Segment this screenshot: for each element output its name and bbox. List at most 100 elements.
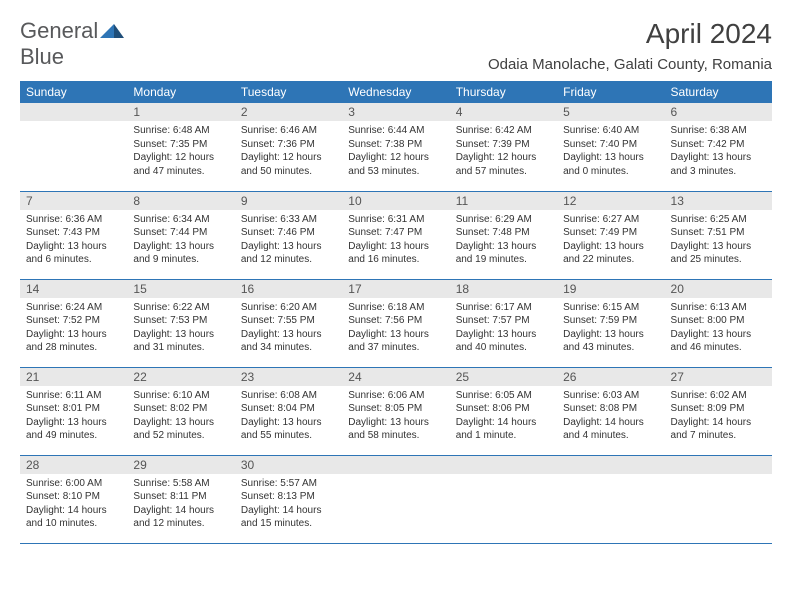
day-details: Sunrise: 6:25 AMSunset: 7:51 PMDaylight:… — [665, 210, 772, 271]
day-number: 25 — [450, 368, 557, 386]
day-details: Sunrise: 6:29 AMSunset: 7:48 PMDaylight:… — [450, 210, 557, 271]
day-details: Sunrise: 6:36 AMSunset: 7:43 PMDaylight:… — [20, 210, 127, 271]
day-details: Sunrise: 6:08 AMSunset: 8:04 PMDaylight:… — [235, 386, 342, 447]
calendar-cell: 19Sunrise: 6:15 AMSunset: 7:59 PMDayligh… — [557, 279, 664, 367]
day-details: Sunrise: 6:31 AMSunset: 7:47 PMDaylight:… — [342, 210, 449, 271]
calendar-cell: 1Sunrise: 6:48 AMSunset: 7:35 PMDaylight… — [127, 103, 234, 191]
day-number: 8 — [127, 192, 234, 210]
calendar-cell: 28Sunrise: 6:00 AMSunset: 8:10 PMDayligh… — [20, 455, 127, 543]
calendar-cell: 23Sunrise: 6:08 AMSunset: 8:04 PMDayligh… — [235, 367, 342, 455]
day-details: Sunrise: 6:33 AMSunset: 7:46 PMDaylight:… — [235, 210, 342, 271]
day-number: 7 — [20, 192, 127, 210]
day-number: 21 — [20, 368, 127, 386]
day-details: Sunrise: 6:44 AMSunset: 7:38 PMDaylight:… — [342, 121, 449, 182]
day-details: Sunrise: 6:20 AMSunset: 7:55 PMDaylight:… — [235, 298, 342, 359]
title-block: April 2024 Odaia Manolache, Galati Count… — [488, 18, 772, 73]
calendar-cell: 20Sunrise: 6:13 AMSunset: 8:00 PMDayligh… — [665, 279, 772, 367]
calendar-cell: 26Sunrise: 6:03 AMSunset: 8:08 PMDayligh… — [557, 367, 664, 455]
day-number: 24 — [342, 368, 449, 386]
day-number: 3 — [342, 103, 449, 121]
day-number: 4 — [450, 103, 557, 121]
calendar-table: SundayMondayTuesdayWednesdayThursdayFrid… — [20, 81, 772, 544]
calendar-week-row: 28Sunrise: 6:00 AMSunset: 8:10 PMDayligh… — [20, 455, 772, 543]
day-details: Sunrise: 6:48 AMSunset: 7:35 PMDaylight:… — [127, 121, 234, 182]
calendar-cell: 17Sunrise: 6:18 AMSunset: 7:56 PMDayligh… — [342, 279, 449, 367]
logo-triangle-icon — [100, 24, 124, 42]
calendar-cell — [557, 455, 664, 543]
calendar-cell: 29Sunrise: 5:58 AMSunset: 8:11 PMDayligh… — [127, 455, 234, 543]
day-details: Sunrise: 6:05 AMSunset: 8:06 PMDaylight:… — [450, 386, 557, 447]
calendar-cell — [450, 455, 557, 543]
calendar-cell: 5Sunrise: 6:40 AMSunset: 7:40 PMDaylight… — [557, 103, 664, 191]
day-details: Sunrise: 6:13 AMSunset: 8:00 PMDaylight:… — [665, 298, 772, 359]
day-number: 6 — [665, 103, 772, 121]
day-details: Sunrise: 6:34 AMSunset: 7:44 PMDaylight:… — [127, 210, 234, 271]
day-details: Sunrise: 6:40 AMSunset: 7:40 PMDaylight:… — [557, 121, 664, 182]
calendar-cell: 7Sunrise: 6:36 AMSunset: 7:43 PMDaylight… — [20, 191, 127, 279]
calendar-week-row: 14Sunrise: 6:24 AMSunset: 7:52 PMDayligh… — [20, 279, 772, 367]
day-header: Monday — [127, 81, 234, 103]
day-header: Friday — [557, 81, 664, 103]
calendar-cell: 11Sunrise: 6:29 AMSunset: 7:48 PMDayligh… — [450, 191, 557, 279]
logo-text-general: General — [20, 18, 98, 43]
logo-text-blue: Blue — [20, 44, 64, 69]
day-number — [665, 456, 772, 474]
calendar-cell: 2Sunrise: 6:46 AMSunset: 7:36 PMDaylight… — [235, 103, 342, 191]
calendar-cell: 6Sunrise: 6:38 AMSunset: 7:42 PMDaylight… — [665, 103, 772, 191]
calendar-week-row: 21Sunrise: 6:11 AMSunset: 8:01 PMDayligh… — [20, 367, 772, 455]
calendar-cell: 30Sunrise: 5:57 AMSunset: 8:13 PMDayligh… — [235, 455, 342, 543]
calendar-cell: 3Sunrise: 6:44 AMSunset: 7:38 PMDaylight… — [342, 103, 449, 191]
day-details: Sunrise: 6:03 AMSunset: 8:08 PMDaylight:… — [557, 386, 664, 447]
day-details: Sunrise: 6:38 AMSunset: 7:42 PMDaylight:… — [665, 121, 772, 182]
day-details: Sunrise: 6:22 AMSunset: 7:53 PMDaylight:… — [127, 298, 234, 359]
day-number: 23 — [235, 368, 342, 386]
calendar-cell: 15Sunrise: 6:22 AMSunset: 7:53 PMDayligh… — [127, 279, 234, 367]
day-number: 18 — [450, 280, 557, 298]
day-number: 28 — [20, 456, 127, 474]
day-number: 16 — [235, 280, 342, 298]
day-number: 17 — [342, 280, 449, 298]
day-number — [20, 103, 127, 121]
day-number: 13 — [665, 192, 772, 210]
calendar-cell: 4Sunrise: 6:42 AMSunset: 7:39 PMDaylight… — [450, 103, 557, 191]
day-number: 19 — [557, 280, 664, 298]
day-number — [557, 456, 664, 474]
calendar-cell: 10Sunrise: 6:31 AMSunset: 7:47 PMDayligh… — [342, 191, 449, 279]
calendar-cell: 22Sunrise: 6:10 AMSunset: 8:02 PMDayligh… — [127, 367, 234, 455]
day-details: Sunrise: 6:15 AMSunset: 7:59 PMDaylight:… — [557, 298, 664, 359]
calendar-cell: 16Sunrise: 6:20 AMSunset: 7:55 PMDayligh… — [235, 279, 342, 367]
day-header: Saturday — [665, 81, 772, 103]
logo: General Blue — [20, 18, 124, 70]
day-number: 11 — [450, 192, 557, 210]
day-number: 20 — [665, 280, 772, 298]
day-details: Sunrise: 6:18 AMSunset: 7:56 PMDaylight:… — [342, 298, 449, 359]
calendar-cell: 12Sunrise: 6:27 AMSunset: 7:49 PMDayligh… — [557, 191, 664, 279]
calendar-cell — [665, 455, 772, 543]
day-number: 9 — [235, 192, 342, 210]
day-number: 10 — [342, 192, 449, 210]
calendar-week-row: 7Sunrise: 6:36 AMSunset: 7:43 PMDaylight… — [20, 191, 772, 279]
day-number: 26 — [557, 368, 664, 386]
calendar-cell: 18Sunrise: 6:17 AMSunset: 7:57 PMDayligh… — [450, 279, 557, 367]
day-header-row: SundayMondayTuesdayWednesdayThursdayFrid… — [20, 81, 772, 103]
day-number — [450, 456, 557, 474]
day-number: 5 — [557, 103, 664, 121]
calendar-cell: 21Sunrise: 6:11 AMSunset: 8:01 PMDayligh… — [20, 367, 127, 455]
day-number: 29 — [127, 456, 234, 474]
day-number: 15 — [127, 280, 234, 298]
day-header: Thursday — [450, 81, 557, 103]
day-number: 22 — [127, 368, 234, 386]
day-details: Sunrise: 6:00 AMSunset: 8:10 PMDaylight:… — [20, 474, 127, 535]
day-details: Sunrise: 5:57 AMSunset: 8:13 PMDaylight:… — [235, 474, 342, 535]
calendar-cell: 24Sunrise: 6:06 AMSunset: 8:05 PMDayligh… — [342, 367, 449, 455]
day-number: 14 — [20, 280, 127, 298]
location-text: Odaia Manolache, Galati County, Romania — [488, 56, 772, 73]
calendar-cell: 13Sunrise: 6:25 AMSunset: 7:51 PMDayligh… — [665, 191, 772, 279]
header: General Blue April 2024 Odaia Manolache,… — [20, 18, 772, 73]
day-header: Wednesday — [342, 81, 449, 103]
day-details: Sunrise: 6:06 AMSunset: 8:05 PMDaylight:… — [342, 386, 449, 447]
calendar-cell: 9Sunrise: 6:33 AMSunset: 7:46 PMDaylight… — [235, 191, 342, 279]
month-title: April 2024 — [488, 18, 772, 50]
calendar-week-row: 1Sunrise: 6:48 AMSunset: 7:35 PMDaylight… — [20, 103, 772, 191]
day-details: Sunrise: 6:11 AMSunset: 8:01 PMDaylight:… — [20, 386, 127, 447]
